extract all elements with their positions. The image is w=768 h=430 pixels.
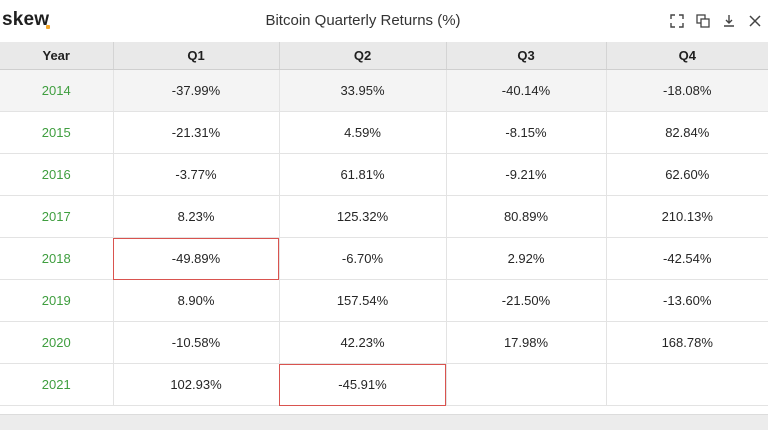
year-cell: 2021 (0, 363, 114, 406)
year-cell: 2019 (0, 279, 114, 322)
return-cell-q2: 125.32% (279, 195, 447, 238)
return-cell-q3: -8.15% (446, 111, 607, 154)
year-cell: 2016 (0, 153, 114, 196)
download-icon[interactable] (716, 10, 742, 32)
return-cell-q3: -40.14% (446, 69, 607, 112)
return-cell-q1: -49.89% (113, 237, 280, 280)
title-bar: skew Bitcoin Quarterly Returns (%) (0, 0, 768, 43)
brand-logo: skew (2, 9, 50, 30)
table-row: 2015 -21.31% 4.59% -8.15% 82.84% (0, 111, 768, 154)
return-cell-q2: 42.23% (279, 321, 447, 364)
return-cell-q1: 102.93% (113, 363, 280, 406)
return-cell-q1: -37.99% (113, 69, 280, 112)
table-row: 2016 -3.77% 61.81% -9.21% 62.60% (0, 153, 768, 196)
brand-logo-dot (46, 25, 50, 29)
return-cell-q1: 8.23% (113, 195, 280, 238)
return-cell-q3: 80.89% (446, 195, 607, 238)
window-tools (664, 10, 768, 32)
table-row: 2020 -10.58% 42.23% 17.98% 168.78% (0, 321, 768, 364)
return-cell-q1: -21.31% (113, 111, 280, 154)
horizontal-scrollbar[interactable] (0, 414, 768, 430)
column-header-q2[interactable]: Q2 (279, 42, 447, 70)
return-cell-q4: 210.13% (606, 195, 768, 238)
return-cell-q4: 82.84% (606, 111, 768, 154)
return-cell-q2: 157.54% (279, 279, 447, 322)
table-row: 2017 8.23% 125.32% 80.89% 210.13% (0, 195, 768, 238)
year-cell: 2017 (0, 195, 114, 238)
return-cell-q4: -42.54% (606, 237, 768, 280)
year-cell: 2015 (0, 111, 114, 154)
table-row: 2019 8.90% 157.54% -21.50% -13.60% (0, 279, 768, 322)
table-body: 2014 -37.99% 33.95% -40.14% -18.08% 2015 -21.3… (0, 69, 768, 406)
return-cell-q2: -6.70% (279, 237, 447, 280)
return-cell-q3: 2.92% (446, 237, 607, 280)
return-cell-q4 (606, 363, 768, 406)
return-cell-q3: 17.98% (446, 321, 607, 364)
copy-icon[interactable] (690, 10, 716, 32)
return-cell-q3: -9.21% (446, 153, 607, 196)
column-header-year[interactable]: Year (0, 42, 114, 70)
return-cell-q2: -45.91% (279, 363, 447, 406)
return-cell-q3: -21.50% (446, 279, 607, 322)
year-cell: 2014 (0, 69, 114, 112)
column-header-q4[interactable]: Q4 (606, 42, 768, 70)
return-cell-q2: 61.81% (279, 153, 447, 196)
column-header-q3[interactable]: Q3 (446, 42, 607, 70)
year-cell: 2020 (0, 321, 114, 364)
returns-table: Year Q1 Q2 Q3 Q4 2014 -37.99% 33.95% -40.14% -18… (0, 42, 768, 406)
return-cell-q4: -18.08% (606, 69, 768, 112)
return-cell-q4: 168.78% (606, 321, 768, 364)
table-row: 2018 -49.89% -6.70% 2.92% -42.54% (0, 237, 768, 280)
page-title: Bitcoin Quarterly Returns (%) (265, 12, 461, 29)
column-header-q1[interactable]: Q1 (113, 42, 280, 70)
return-cell-q1: -10.58% (113, 321, 280, 364)
return-cell-q2: 4.59% (279, 111, 447, 154)
return-cell-q2: 33.95% (279, 69, 447, 112)
table-header-row: Year Q1 Q2 Q3 Q4 (0, 42, 768, 70)
year-cell: 2018 (0, 237, 114, 280)
table-row: 2021 102.93% -45.91% (0, 363, 768, 406)
expand-icon[interactable] (664, 10, 690, 32)
table-row: 2014 -37.99% 33.95% -40.14% -18.08% (0, 69, 768, 112)
return-cell-q3 (446, 363, 607, 406)
return-cell-q4: -13.60% (606, 279, 768, 322)
return-cell-q1: -3.77% (113, 153, 280, 196)
return-cell-q1: 8.90% (113, 279, 280, 322)
return-cell-q4: 62.60% (606, 153, 768, 196)
close-icon[interactable] (742, 10, 768, 32)
